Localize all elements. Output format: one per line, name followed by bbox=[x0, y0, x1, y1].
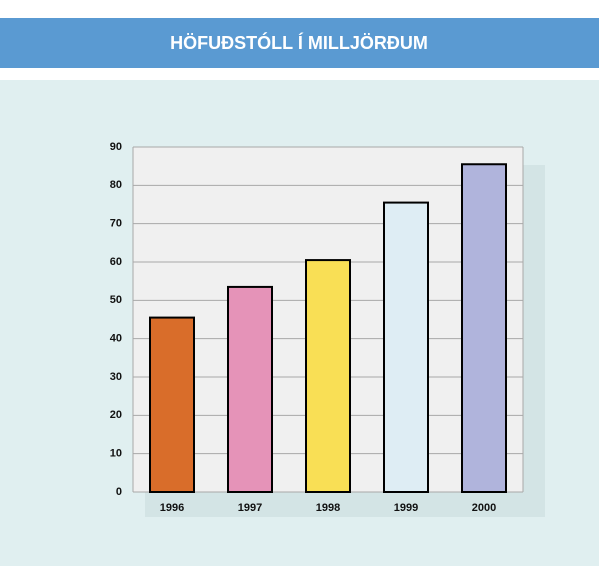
bar bbox=[383, 201, 429, 493]
bar bbox=[227, 285, 273, 493]
y-tick-label: 40 bbox=[110, 333, 122, 345]
header-band bbox=[0, 18, 599, 68]
y-tick-label: 20 bbox=[110, 409, 122, 421]
y-tick-label: 30 bbox=[110, 371, 122, 383]
x-tick-label: 1999 bbox=[394, 502, 418, 514]
y-tick-label: 90 bbox=[110, 141, 122, 153]
x-tick-label: 2000 bbox=[472, 502, 496, 514]
y-tick-label: 50 bbox=[110, 294, 122, 306]
x-tick-label: 1996 bbox=[160, 502, 184, 514]
y-tick-label: 60 bbox=[110, 256, 122, 268]
x-tick-label: 1997 bbox=[238, 502, 262, 514]
x-tick-label: 1998 bbox=[316, 502, 340, 514]
chart-title: HÖFUÐSTÓLL Í MILLJÖRÐUM bbox=[170, 32, 428, 53]
y-tick-label: 10 bbox=[110, 448, 122, 460]
bar bbox=[305, 259, 351, 494]
y-tick-label: 70 bbox=[110, 218, 122, 230]
bar bbox=[149, 316, 195, 494]
bar bbox=[461, 163, 507, 493]
y-tick-label: 80 bbox=[110, 179, 122, 191]
y-tick-label: 0 bbox=[116, 486, 122, 498]
